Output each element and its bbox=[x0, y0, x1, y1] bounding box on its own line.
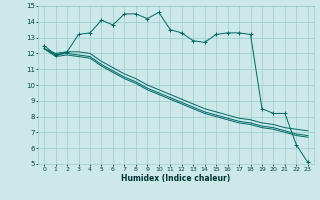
X-axis label: Humidex (Indice chaleur): Humidex (Indice chaleur) bbox=[121, 174, 231, 183]
